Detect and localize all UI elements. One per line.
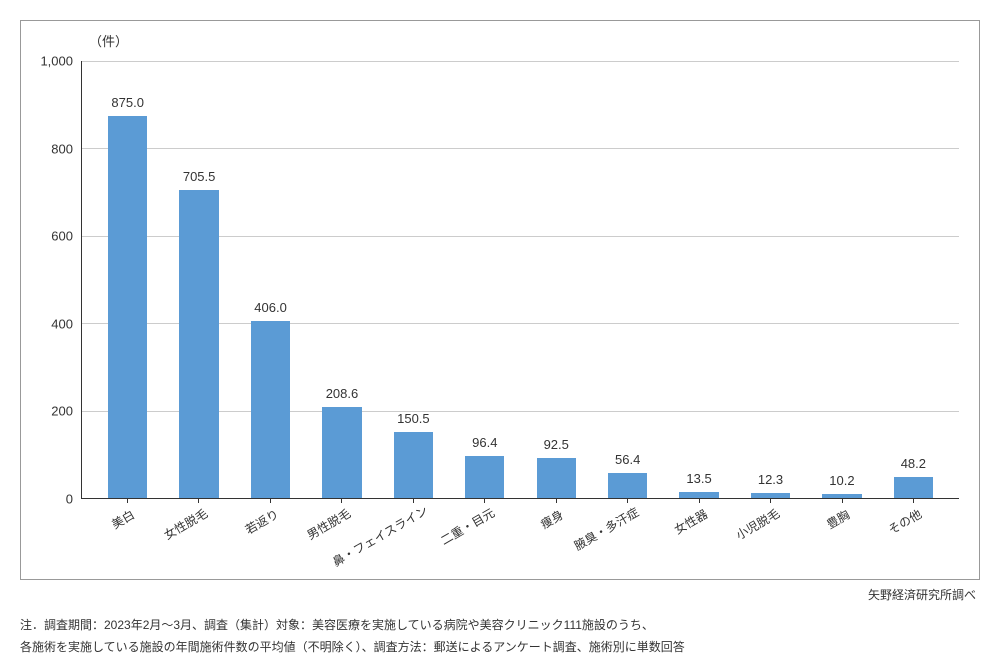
x-tick-mark (913, 499, 914, 503)
bar-value-label: 406.0 (254, 300, 287, 315)
footnote-line-1: 注．調査期間：2023年2月～3月、調査（集計）対象：美容医療を実施している病院… (20, 615, 980, 637)
x-tick-mark (341, 499, 342, 503)
x-axis-labels: 美白女性脱毛若返り男性脱毛鼻・フェイスライン二重・目元痩身腋臭・多汗症女性器小児… (81, 499, 959, 579)
bar-value-label: 56.4 (615, 452, 640, 467)
x-label-slot: 若返り (234, 499, 306, 579)
bar (251, 321, 290, 498)
y-tick-label: 600 (51, 229, 73, 244)
x-label-slot: 鼻・フェイスライン (377, 499, 449, 579)
x-label-slot: 女性脱毛 (163, 499, 235, 579)
bar-value-label: 208.6 (326, 386, 359, 401)
bars-group: 875.0 705.5 406.0 208.6 150.5 96.4 92.5 56.4 13.… (82, 61, 959, 498)
bar-value-label: 48.2 (901, 456, 926, 471)
x-category-label: 若返り (242, 505, 282, 538)
x-label-slot: 小児脱毛 (735, 499, 807, 579)
x-tick-mark (842, 499, 843, 503)
bar-slot: 13.5 (663, 61, 734, 498)
bar-value-label: 150.5 (397, 411, 430, 426)
bar-value-label: 92.5 (544, 437, 569, 452)
bar-value-label: 705.5 (183, 169, 216, 184)
y-tick-label: 1,000 (40, 54, 73, 69)
x-category-label: 女性脱毛 (161, 505, 211, 544)
bar-slot: 150.5 (378, 61, 449, 498)
bar-slot: 208.6 (306, 61, 377, 498)
bar (179, 190, 218, 498)
x-tick-mark (484, 499, 485, 503)
x-label-slot: 美白 (91, 499, 163, 579)
bar-value-label: 96.4 (472, 435, 497, 450)
bar-value-label: 10.2 (829, 473, 854, 488)
bar-slot: 48.2 (878, 61, 949, 498)
bar (751, 493, 790, 498)
x-category-label: その他 (885, 505, 925, 538)
x-tick-mark (699, 499, 700, 503)
bar-slot: 10.2 (806, 61, 877, 498)
x-label-slot: 二重・目元 (449, 499, 521, 579)
x-label-slot: 豊胸 (806, 499, 878, 579)
bar (894, 477, 933, 498)
x-tick-mark (127, 499, 128, 503)
x-tick-mark (270, 499, 271, 503)
y-tick-label: 0 (66, 492, 73, 507)
bar-value-label: 875.0 (111, 95, 144, 110)
source-attribution: 矢野経済研究所調べ (20, 586, 976, 603)
y-tick-label: 400 (51, 316, 73, 331)
bar-slot: 406.0 (235, 61, 306, 498)
y-axis-unit: （件） (89, 31, 128, 50)
x-category-label: 女性器 (671, 505, 711, 538)
bar-value-label: 13.5 (686, 471, 711, 486)
x-category-label: 男性脱毛 (304, 505, 354, 544)
bar (465, 456, 504, 498)
bar (108, 116, 147, 498)
bar-slot: 96.4 (449, 61, 520, 498)
bar (608, 473, 647, 498)
x-category-label: 小児脱毛 (733, 505, 783, 544)
bar (679, 492, 718, 498)
bar-slot: 56.4 (592, 61, 663, 498)
y-tick-label: 800 (51, 141, 73, 156)
x-category-label: 豊胸 (823, 506, 852, 533)
x-tick-mark (556, 499, 557, 503)
y-tick-label: 200 (51, 404, 73, 419)
bar (822, 494, 861, 498)
x-tick-mark (627, 499, 628, 503)
x-tick-mark (770, 499, 771, 503)
bar (394, 432, 433, 498)
x-category-label: 痩身 (537, 506, 566, 533)
x-tick-mark (413, 499, 414, 503)
x-tick-mark (198, 499, 199, 503)
x-category-label: 美白 (108, 506, 137, 533)
bar-slot: 92.5 (521, 61, 592, 498)
bar-slot: 12.3 (735, 61, 806, 498)
bar-slot: 705.5 (163, 61, 234, 498)
y-axis: 02004006008001,000 (21, 61, 81, 499)
chart-container: （件） 0 200 400 600 800 1,000 875.0 705.5 406.0 20… (20, 20, 980, 580)
x-label-slot: その他 (878, 499, 950, 579)
bar (537, 458, 576, 498)
footnote-line-2: 各施術を実施している施設の年間施術件数の平均値（不明除く）、調査方法：郵送による… (20, 637, 980, 659)
x-label-slot: 女性器 (663, 499, 735, 579)
x-label-slot: 腋臭・多汗症 (592, 499, 664, 579)
plot-area: 875.0 705.5 406.0 208.6 150.5 96.4 92.5 56.4 13.… (81, 61, 959, 499)
footnote: 注．調査期間：2023年2月～3月、調査（集計）対象：美容医療を実施している病院… (20, 615, 980, 658)
bar-value-label: 12.3 (758, 472, 783, 487)
bar (322, 407, 361, 498)
bar-slot: 875.0 (92, 61, 163, 498)
